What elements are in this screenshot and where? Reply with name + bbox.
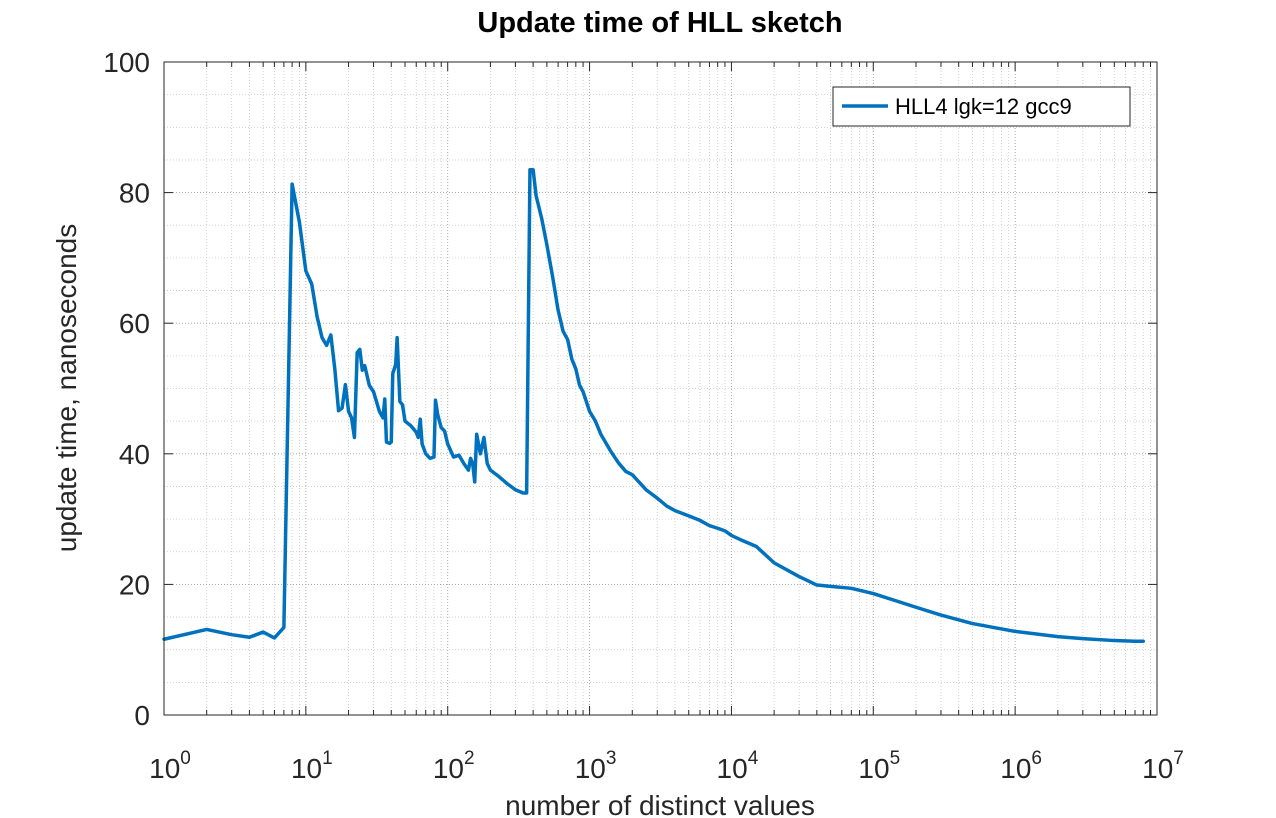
axis-ticks (163, 61, 1158, 716)
plot-frame (163, 61, 1158, 716)
x-tick-label: 104 (717, 748, 759, 784)
y-tick-labels: 0 20 40 60 80 100 (103, 47, 150, 731)
y-tick-label: 20 (119, 569, 150, 600)
legend: HLL4 lgk=12 gcc9 (832, 86, 1131, 127)
y-tick-label: 80 (119, 178, 150, 209)
x-tick-labels: 100 101 102 103 104 105 106 107 (149, 748, 1184, 784)
plot-area (164, 62, 1157, 715)
y-tick-label: 0 (134, 700, 150, 731)
y-tick-label: 100 (103, 47, 150, 78)
series-line (162, 168, 1145, 643)
x-tick-label: 105 (858, 748, 900, 784)
y-tick-label: 40 (119, 439, 150, 470)
y-axis-label: update time, nanoseconds (51, 224, 82, 552)
x-tick-label: 101 (291, 748, 333, 784)
series-layer (162, 168, 1145, 643)
x-tick-label: 106 (1000, 748, 1042, 784)
x-tick-label: 107 (1142, 748, 1184, 784)
x-axis-label: number of distinct values (505, 790, 815, 818)
legend-label: HLL4 lgk=12 gcc9 (895, 94, 1072, 119)
x-tick-label: 103 (575, 748, 617, 784)
chart-title: Update time of HLL sketch (477, 7, 842, 39)
minor-grid (164, 62, 1157, 715)
x-tick-label: 100 (149, 748, 191, 784)
x-tick-label: 102 (433, 748, 475, 784)
y-tick-label: 60 (119, 308, 150, 339)
